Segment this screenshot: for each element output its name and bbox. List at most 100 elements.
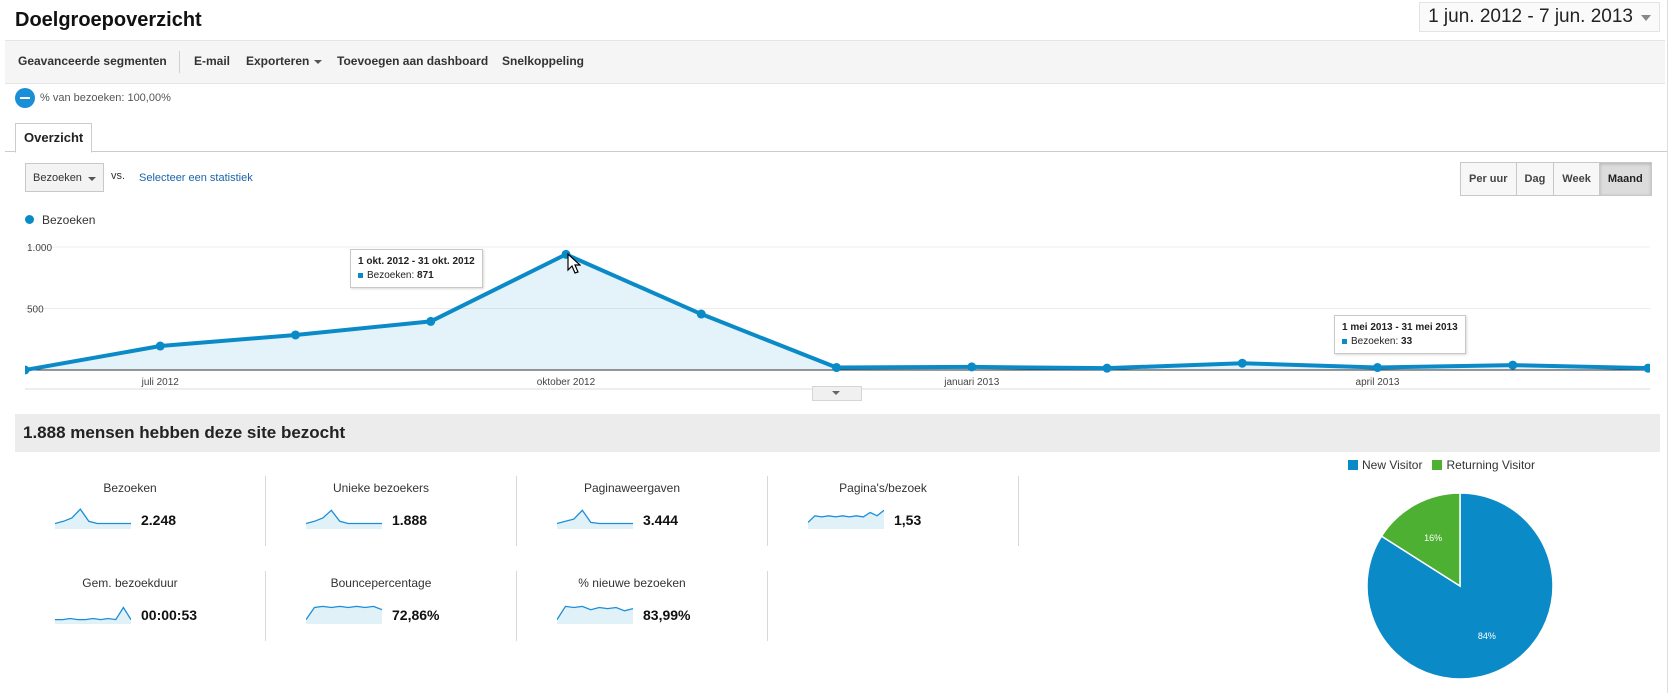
segment-label: % van bezoeken: 100,00%: [40, 92, 171, 104]
metric-value: 72,86%: [392, 607, 440, 623]
chevron-down-icon: [314, 59, 323, 64]
legend-swatch: [1432, 460, 1443, 470]
metric-divider: [767, 571, 768, 641]
date-range-picker[interactable]: 1 jun. 2012 - 7 jun. 2013: [1419, 2, 1660, 32]
x-tick-label: oktober 2012: [537, 377, 596, 388]
legend-swatch: [1348, 460, 1358, 470]
data-point: [291, 330, 300, 340]
sparkline-line: [557, 605, 633, 620]
pie-slice-label: 84%: [1478, 631, 1496, 641]
visitor-type-pie-chart: 84% 16%: [1366, 492, 1554, 680]
sparkline-area: [306, 606, 382, 624]
sparkline-line: [557, 509, 633, 525]
series-area: [25, 254, 1648, 370]
tooltip-label: Bezoeken:: [367, 270, 415, 281]
sparkline-area: [55, 607, 131, 624]
metric-sparkline: [808, 509, 884, 529]
metric-unique-visitors[interactable]: Unieke bezoekers 1.888: [266, 475, 514, 547]
legend-label: New Visitor: [1362, 458, 1423, 472]
metric-label: Bouncepercentage: [330, 576, 432, 590]
granularity-day-button[interactable]: Dag: [1517, 163, 1555, 195]
metric-divider: [265, 476, 266, 546]
page-edge-divider: [1667, 0, 1668, 693]
sparkline-line: [55, 606, 131, 621]
metric-label: Unieke bezoekers: [332, 481, 430, 495]
metric-sparkline: [306, 509, 382, 529]
export-button[interactable]: Exporteren: [246, 54, 323, 68]
metric-value: 2.248: [141, 512, 177, 528]
metric-pageviews[interactable]: Paginaweergaven 3.444: [517, 475, 765, 547]
metric-divider: [516, 476, 517, 546]
series-color-square: [358, 272, 363, 278]
metric-sparkline: [306, 605, 382, 624]
sparkline-line: [306, 509, 382, 525]
y-tick-label: 500: [27, 305, 44, 316]
chevron-down-icon: [832, 391, 840, 395]
data-point: [1643, 363, 1650, 373]
tab-overview[interactable]: Overzicht: [15, 123, 93, 153]
metric-avg-visit-duration[interactable]: Gem. bezoekduur 00:00:53: [15, 570, 263, 642]
metric-value: 1.888: [392, 512, 428, 528]
metric-sparkline: [557, 509, 633, 529]
chart-legend: Bezoeken: [25, 213, 95, 227]
data-point: [696, 309, 706, 319]
sparkline-area: [557, 606, 633, 624]
metric-pages-per-visit[interactable]: Pagina's/bezoek 1,53: [768, 475, 1016, 547]
metric-divider: [516, 571, 517, 641]
sparkline-line: [306, 605, 382, 620]
series-color-square: [1342, 338, 1347, 344]
metric-new-visits-percent[interactable]: % nieuwe bezoeken 83,99%: [517, 570, 765, 642]
sparkline-area: [306, 510, 382, 529]
metric-label: Pagina's/bezoek: [839, 481, 927, 495]
email-button[interactable]: E-mail: [194, 54, 231, 68]
metric-sparkline: [55, 606, 131, 624]
expand-chart-handle[interactable]: [812, 386, 862, 401]
date-range-label: 1 jun. 2012 - 7 jun. 2013: [1428, 6, 1633, 27]
tooltip-label: Bezoeken:: [1351, 336, 1399, 347]
tooltip-value: 33: [1401, 336, 1413, 347]
legend-label: Returning Visitor: [1446, 458, 1535, 472]
segment-toggle-icon[interactable]: [15, 88, 35, 108]
metric-sparkline: [557, 605, 633, 624]
x-tick-label: januari 2013: [943, 377, 999, 388]
advanced-segments-button[interactable]: Geavanceerde segmenten: [18, 54, 167, 68]
metric-value: 83,99%: [643, 607, 691, 623]
metric-value: 00:00:53: [141, 607, 198, 623]
toolbar-divider: [179, 51, 180, 73]
summary-headline: 1.888 mensen hebben deze site bezocht: [23, 423, 346, 442]
metric-sparkline: [55, 508, 131, 529]
granularity-hour-button[interactable]: Per uur: [1461, 163, 1517, 195]
metric-select-label: Bezoeken: [33, 172, 82, 184]
select-statistic-link[interactable]: Selecteer een statistiek: [139, 172, 253, 184]
sparkline-line: [808, 509, 884, 523]
tab-divider: [5, 151, 1667, 152]
chart-tooltip: 1 okt. 2012 - 31 okt. 2012 Bezoeken: 871: [350, 249, 483, 288]
series-color-dot: [25, 215, 34, 224]
metric-value: 1,53: [894, 512, 922, 528]
granularity-month-button[interactable]: Maand: [1599, 163, 1651, 195]
metric-visits[interactable]: Bezoeken 2.248: [15, 475, 263, 547]
chevron-down-icon: [1641, 15, 1651, 21]
chevron-down-icon: [88, 177, 96, 181]
data-point: [967, 362, 977, 372]
pie-legend: New Visitor Returning Visitor: [1348, 458, 1535, 472]
data-point: [832, 363, 841, 373]
metric-bounce-rate[interactable]: Bouncepercentage 72,86%: [266, 570, 514, 642]
sparkline-area: [557, 510, 633, 529]
sparkline-line: [55, 508, 131, 525]
pie-slice: [1380, 492, 1461, 588]
data-point: [1373, 363, 1382, 373]
add-to-dashboard-button[interactable]: Toevoegen aan dashboard: [337, 54, 489, 68]
data-point: [426, 316, 436, 326]
shortcut-button[interactable]: Snelkoppeling: [502, 54, 585, 68]
data-point: [1508, 360, 1518, 370]
visits-chart: 500 1.000 juli 2012 oktober 2012 januari 201…: [25, 243, 1650, 390]
metric-divider: [767, 476, 768, 546]
toolbar: Geavanceerde segmenten E-mail Exporteren…: [5, 40, 1665, 84]
summary-header: 1.888 mensen hebben deze site bezocht: [15, 414, 1660, 452]
data-point: [1102, 363, 1112, 373]
granularity-week-button[interactable]: Week: [1554, 163, 1600, 195]
metric-select[interactable]: Bezoeken: [25, 163, 104, 192]
data-point: [155, 341, 165, 351]
metric-label: Paginaweergaven: [583, 481, 681, 495]
